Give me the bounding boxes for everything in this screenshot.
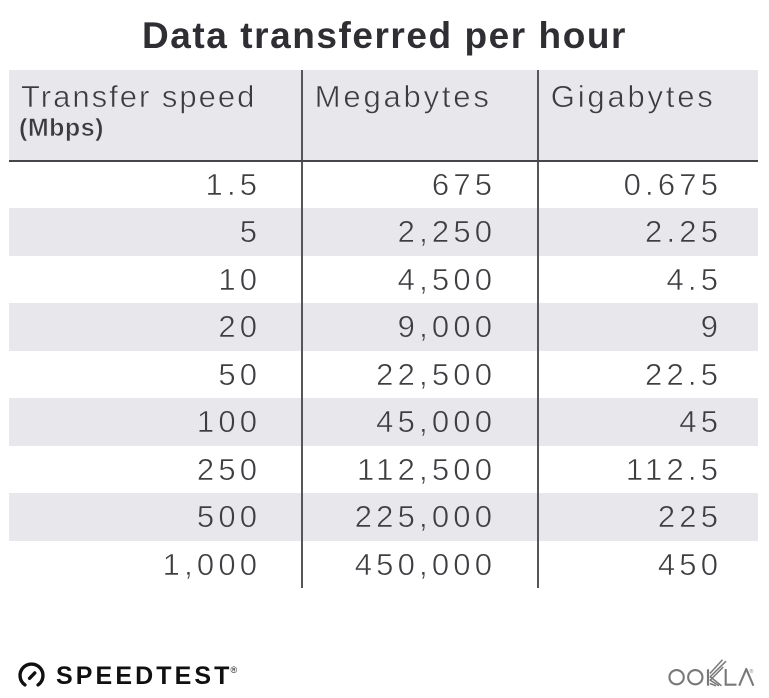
cell-gigabytes: 225 xyxy=(657,499,723,535)
column-header-transfer-speed-unit: (Mbps) xyxy=(19,113,104,142)
cell-transfer-speed: 20 xyxy=(218,309,262,345)
table-row: 1.5 675 0.675 xyxy=(9,161,758,209)
column-header-gigabytes: Gigabytes xyxy=(550,78,716,114)
speedtest-registered-mark: ® xyxy=(230,665,238,675)
table-row: 5 2,250 2.25 xyxy=(9,208,758,256)
ookla-logo: ® xyxy=(668,659,755,687)
column-divider-2 xyxy=(537,70,539,588)
data-table: Transfer speed (Mbps) Megabytes Gigabyte… xyxy=(9,70,758,588)
column-header-transfer-speed: Transfer speed xyxy=(21,78,257,114)
cell-transfer-speed: 1.5 xyxy=(205,166,262,202)
table-row: 1,000 450,000 450 xyxy=(9,541,758,589)
table-body: 1.5 675 0.675 5 2,250 2.25 10 4,500 4.5 20 9,000 9 5… xyxy=(9,161,758,589)
table-row: 250 112,500 112.5 xyxy=(9,446,758,494)
cell-transfer-speed: 10 xyxy=(218,261,262,297)
ookla-letter-a xyxy=(738,667,755,687)
ookla-letter-o2 xyxy=(687,669,704,686)
cell-transfer-speed: 50 xyxy=(218,356,262,392)
ookla-letter-k xyxy=(706,659,727,687)
cell-megabytes: 225,000 xyxy=(354,499,497,535)
table-row: 50 22,500 22.5 xyxy=(9,351,758,399)
column-header-megabytes: Megabytes xyxy=(314,78,492,114)
header-rule xyxy=(9,160,758,163)
cell-megabytes: 450,000 xyxy=(354,546,497,582)
cell-transfer-speed: 500 xyxy=(196,499,262,535)
cell-megabytes: 675 xyxy=(431,166,497,202)
table-row: 500 225,000 225 xyxy=(9,493,758,541)
speedtest-gauge-icon xyxy=(18,662,45,687)
cell-transfer-speed: 100 xyxy=(196,404,262,440)
cell-megabytes: 112,500 xyxy=(357,451,497,487)
ookla-letter-o1 xyxy=(668,669,685,686)
cell-gigabytes: 45 xyxy=(679,404,723,440)
cell-gigabytes: 450 xyxy=(657,546,723,582)
cell-megabytes: 22,500 xyxy=(376,356,497,392)
ookla-letter-l xyxy=(724,669,737,686)
speedtest-logo-text: SPEEDTEST xyxy=(56,662,233,691)
cell-transfer-speed: 1,000 xyxy=(162,546,262,582)
page-title: Data transferred per hour xyxy=(142,15,627,56)
cell-transfer-speed: 5 xyxy=(239,214,262,250)
cell-megabytes: 4,500 xyxy=(397,261,497,297)
cell-gigabytes: 0.675 xyxy=(623,166,723,202)
table-row: 20 9,000 9 xyxy=(9,303,758,351)
table-header-row: Transfer speed (Mbps) Megabytes Gigabyte… xyxy=(9,70,758,161)
cell-transfer-speed: 250 xyxy=(196,451,262,487)
cell-gigabytes: 22.5 xyxy=(645,356,723,392)
cell-gigabytes: 112.5 xyxy=(625,451,723,487)
ookla-registered-mark: ® xyxy=(750,668,754,675)
table-row: 100 45,000 45 xyxy=(9,398,758,446)
cell-megabytes: 45,000 xyxy=(376,404,497,440)
cell-gigabytes: 9 xyxy=(700,309,723,345)
cell-megabytes: 2,250 xyxy=(397,214,497,250)
cell-gigabytes: 4.5 xyxy=(666,261,723,297)
table-row: 10 4,500 4.5 xyxy=(9,256,758,304)
cell-megabytes: 9,000 xyxy=(397,309,497,345)
cell-gigabytes: 2.25 xyxy=(645,214,723,250)
column-divider-1 xyxy=(301,70,303,588)
